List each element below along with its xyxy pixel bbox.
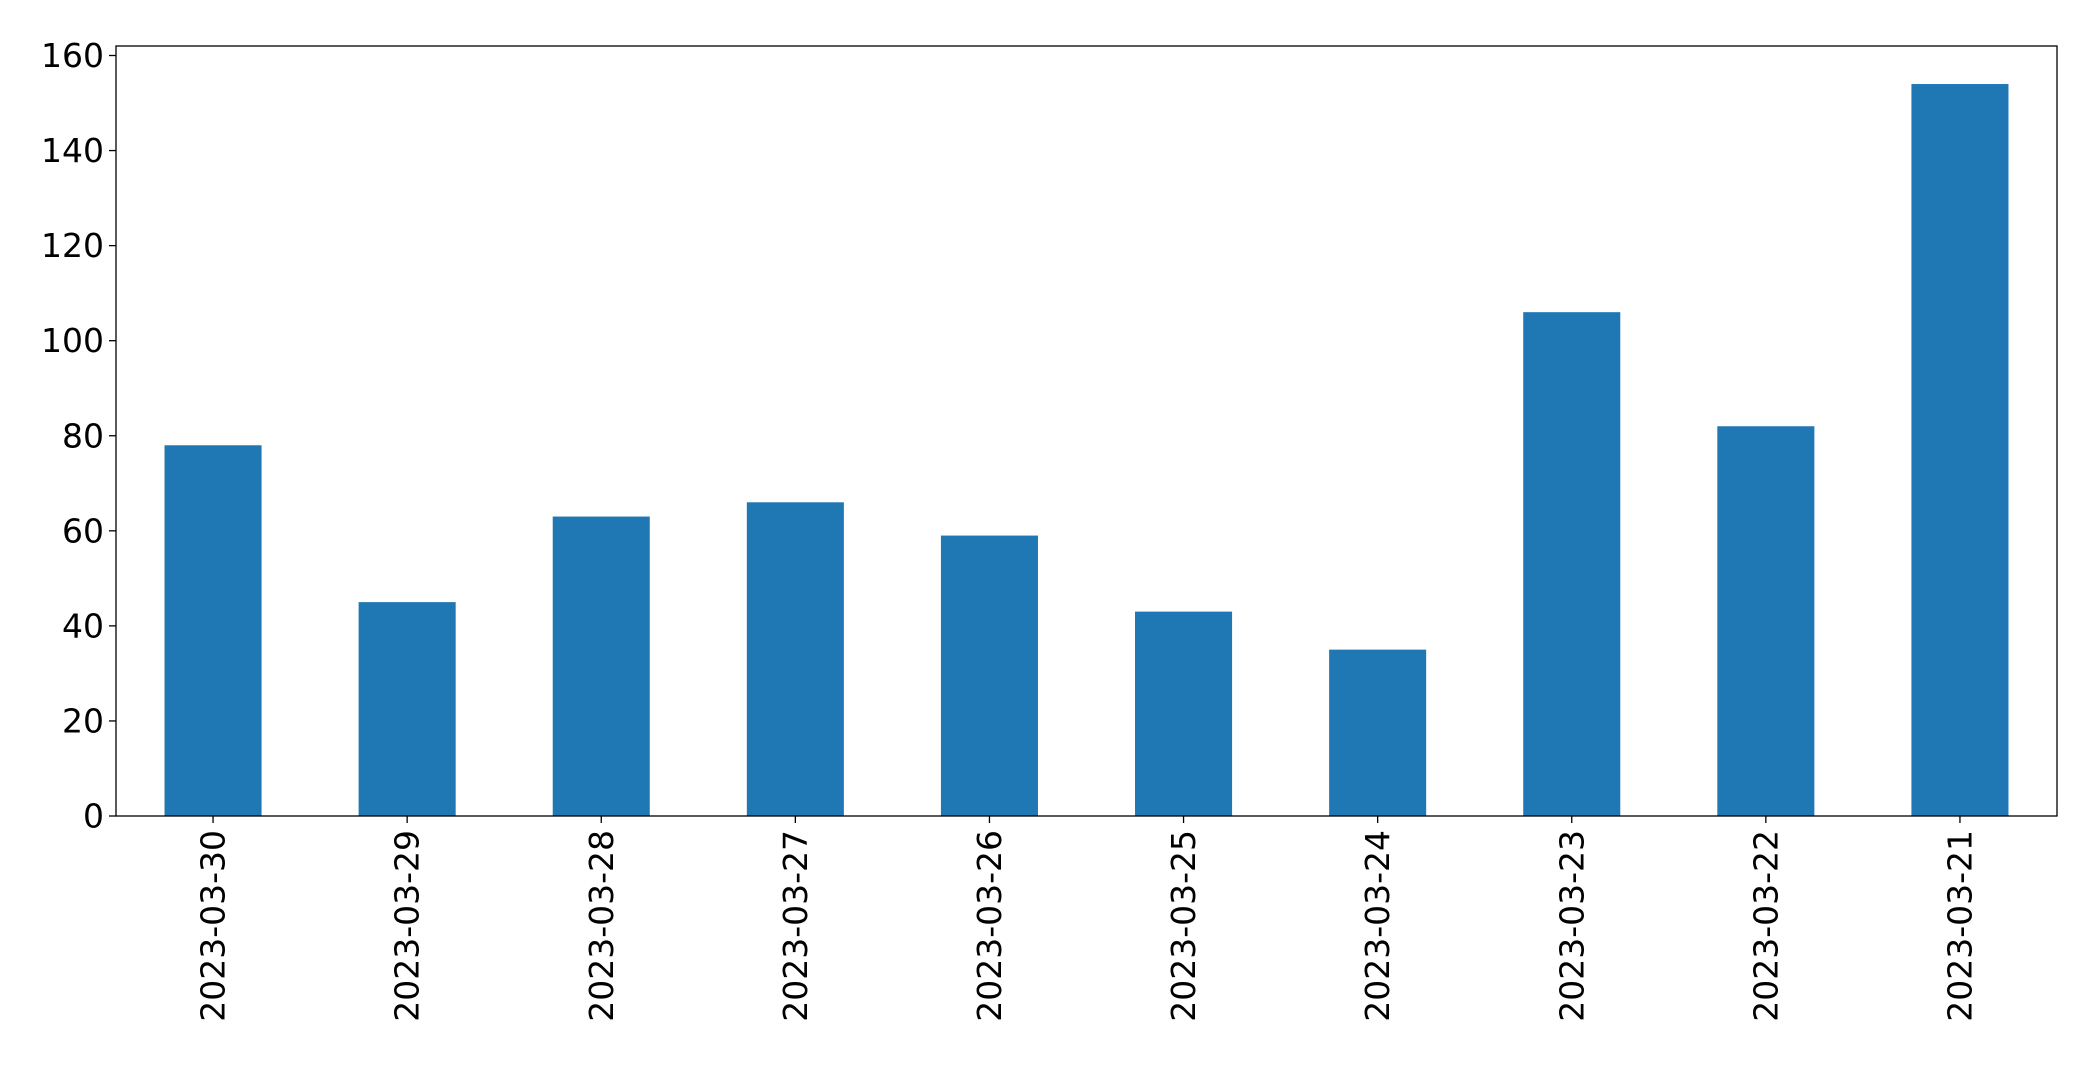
y-tick-label: 120 bbox=[41, 226, 104, 265]
x-tick-label: 2023-03-26 bbox=[970, 830, 1009, 1022]
y-tick-label: 160 bbox=[41, 36, 104, 75]
bar-2023-03-25 bbox=[1135, 611, 1233, 816]
x-tick-label: 2023-03-23 bbox=[1552, 830, 1591, 1022]
x-tick-label: 2023-03-25 bbox=[1164, 830, 1203, 1022]
x-tick-label: 2023-03-21 bbox=[1940, 830, 1979, 1022]
y-tick-label: 100 bbox=[41, 321, 104, 360]
y-tick-label: 80 bbox=[62, 416, 104, 455]
x-tick-label: 2023-03-22 bbox=[1746, 830, 1785, 1022]
bar-2023-03-30 bbox=[164, 445, 262, 816]
bar-2023-03-29 bbox=[358, 602, 456, 816]
bar-2023-03-24 bbox=[1329, 649, 1427, 816]
x-tick-label: 2023-03-30 bbox=[194, 830, 233, 1022]
y-tick-label: 60 bbox=[62, 511, 104, 550]
x-tick-label: 2023-03-27 bbox=[776, 830, 815, 1022]
bars-layer bbox=[164, 84, 2009, 817]
x-axis-ticks: 2023-03-30 2023-03-29 2023-03-28 2023-03-27… bbox=[194, 816, 1979, 1022]
y-tick-label: 20 bbox=[62, 701, 104, 740]
y-tick-label: 140 bbox=[41, 131, 104, 170]
x-tick-label: 2023-03-28 bbox=[582, 830, 621, 1022]
x-tick-label: 2023-03-29 bbox=[388, 830, 427, 1022]
bar-2023-03-21 bbox=[1911, 84, 2009, 817]
bar-2023-03-28 bbox=[552, 516, 650, 816]
bar-2023-03-23 bbox=[1523, 312, 1621, 816]
plot-frame bbox=[115, 45, 2058, 817]
y-tick-label: 40 bbox=[62, 606, 104, 645]
y-tick-label: 0 bbox=[83, 797, 104, 836]
bar-2023-03-26 bbox=[940, 535, 1038, 816]
bar-2023-03-22 bbox=[1717, 426, 1815, 816]
bar-2023-03-27 bbox=[746, 502, 844, 816]
y-axis-ticks: 0 20 40 60 80 100 120 140 160 bbox=[41, 36, 116, 836]
x-tick-label: 2023-03-24 bbox=[1358, 830, 1397, 1022]
